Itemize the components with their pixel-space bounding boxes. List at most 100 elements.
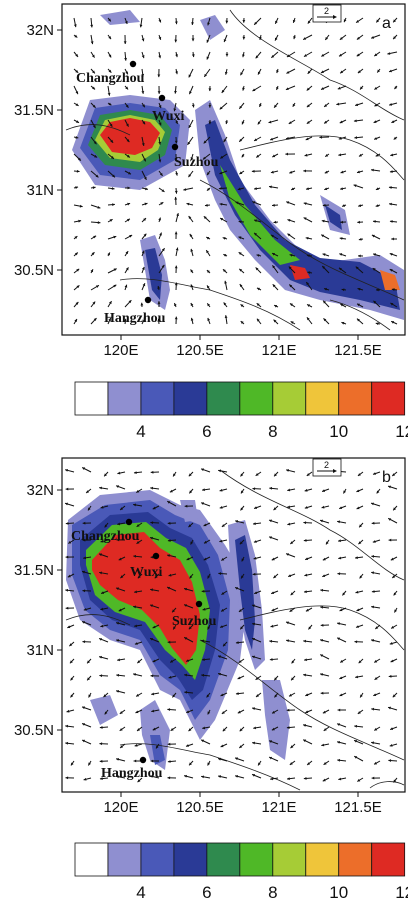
wind-vector	[341, 321, 347, 325]
wind-vector	[219, 217, 228, 223]
wind-vector	[307, 68, 313, 75]
wind-vector	[389, 220, 398, 223]
wind-vector	[323, 760, 330, 766]
wind-vector	[339, 253, 347, 257]
wind-vector	[188, 624, 194, 630]
wind-vector	[83, 556, 92, 560]
wind-vector	[104, 522, 109, 528]
wind-vector	[220, 607, 228, 612]
precip-contour	[150, 735, 165, 765]
wind-vector	[271, 590, 279, 595]
wind-vector	[174, 316, 178, 325]
wind-vector	[219, 539, 228, 543]
wind-vector	[306, 317, 313, 325]
boundary-line	[239, 605, 405, 651]
wind-vector	[273, 675, 279, 681]
wind-vector	[358, 539, 364, 545]
wind-vector	[223, 136, 228, 143]
precip-contour	[325, 205, 342, 230]
wind-vector	[390, 320, 398, 325]
panel-label: a	[382, 15, 391, 32]
wind-vector	[306, 760, 313, 766]
wind-vector	[73, 135, 79, 139]
wind-vector	[290, 320, 296, 325]
wind-vector	[219, 505, 228, 509]
colorbar-a: 4 6 8 10 12	[74, 381, 408, 441]
wind-vector	[373, 300, 381, 308]
wind-vector	[271, 203, 279, 207]
wind-vector	[387, 517, 398, 524]
wind-vector	[234, 586, 245, 592]
wind-vector	[341, 204, 347, 207]
wind-vector	[357, 777, 364, 782]
wind-vector	[167, 742, 177, 746]
wind-vector	[135, 692, 143, 697]
wind-vector	[356, 51, 364, 57]
wind-vector	[219, 488, 228, 492]
wind-vector	[100, 505, 109, 509]
wind-vector	[242, 51, 245, 58]
wind-vector	[339, 607, 347, 612]
wind-vector	[100, 590, 109, 594]
wind-vector	[65, 741, 75, 745]
wind-vector	[288, 119, 296, 125]
wind-vector	[240, 320, 245, 325]
wind-vector	[141, 68, 145, 77]
wind-vector	[287, 233, 296, 240]
wind-vector	[305, 136, 313, 141]
wind-vector	[259, 34, 262, 41]
wind-vector	[388, 68, 398, 73]
wind-vector	[88, 692, 92, 698]
wind-vector	[337, 708, 347, 712]
wind-vector	[206, 285, 211, 291]
wind-vector	[303, 538, 313, 542]
wind-vector	[189, 233, 194, 240]
wind-vector	[373, 726, 381, 731]
wind-vector	[373, 658, 381, 663]
wind-vector	[340, 303, 347, 308]
wind-vector	[81, 739, 92, 745]
wind-vector	[239, 283, 245, 291]
wind-vector	[392, 17, 398, 23]
wind-vector	[174, 231, 178, 240]
wind-vector	[388, 674, 398, 678]
wind-vector	[217, 757, 228, 762]
wind-vector	[158, 247, 165, 257]
wind-vector	[242, 17, 246, 23]
wind-vector	[253, 556, 262, 560]
wind-vector	[119, 505, 126, 511]
wind-vector	[98, 638, 109, 643]
wind-vector	[83, 607, 92, 611]
wind-vector	[388, 186, 398, 189]
wind-vector	[340, 220, 347, 224]
wind-vector	[306, 102, 313, 108]
wind-vector	[206, 269, 211, 274]
colorbar-swatch	[371, 842, 406, 877]
wind-vector	[119, 743, 126, 749]
wind-vector	[149, 604, 160, 609]
wind-vector	[225, 51, 229, 57]
wind-vector	[222, 268, 228, 274]
wind-vector	[289, 303, 296, 308]
wind-vector	[183, 636, 194, 643]
wind-vector	[87, 505, 92, 511]
wind-vector	[65, 487, 75, 491]
wind-vector	[90, 85, 96, 90]
wind-vector	[251, 655, 262, 660]
wind-vector	[107, 102, 112, 106]
wind-vector	[238, 236, 245, 240]
wind-vector	[240, 505, 245, 511]
wind-vector	[238, 220, 245, 224]
wind-vector	[273, 304, 279, 308]
wind-vector	[285, 136, 296, 140]
wind-vector	[338, 556, 347, 560]
wind-vector	[124, 153, 131, 158]
wind-vector	[124, 234, 133, 240]
wind-vector	[359, 692, 364, 698]
wind-vector	[238, 607, 245, 613]
wind-vector	[107, 187, 115, 190]
wind-vector	[319, 519, 330, 524]
wind-vector	[268, 185, 279, 189]
wind-vector	[371, 707, 381, 711]
wind-vector	[323, 102, 330, 108]
